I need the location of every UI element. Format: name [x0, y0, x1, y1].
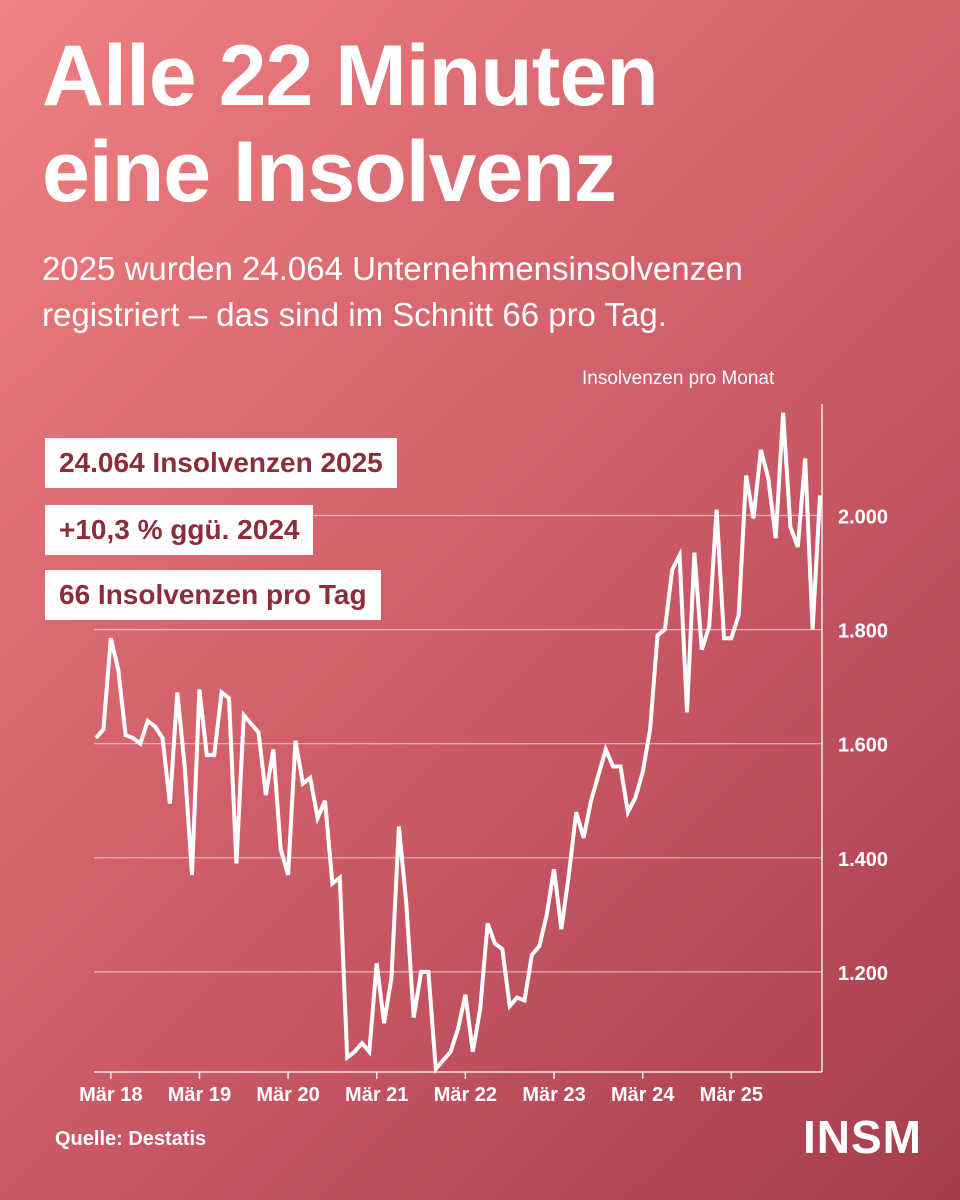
stat-total-2025: 24.064 Insolvenzen 2025 [45, 438, 397, 488]
subtitle: 2025 wurden 24.064 Unternehmensinsolvenz… [42, 246, 942, 338]
stat-change-vs-2024: +10,3 % ggü. 2024 [45, 505, 314, 555]
page-title: Alle 22 Minuten eine Insolvenz [42, 28, 922, 220]
x-tick-label: Mär 19 [168, 1084, 231, 1106]
title-line-1: Alle 22 Minuten [42, 28, 659, 124]
stat-per-day: 66 Insolvenzen pro Tag [45, 570, 381, 620]
x-tick-label: Mär 24 [611, 1084, 675, 1106]
x-tick-label: Mär 22 [434, 1084, 497, 1106]
y-tick-label: 2.000 [838, 507, 888, 529]
x-tick-label: Mär 23 [522, 1084, 585, 1106]
source-note: Quelle: Destatis [55, 1128, 207, 1150]
title-line-2: eine Insolvenz [42, 124, 617, 220]
x-tick-label: Mär 25 [700, 1084, 763, 1106]
y-tick-label: 1.400 [838, 849, 888, 871]
subtitle-line-1: 2025 wurden 24.064 Unternehmensinsolvenz… [42, 250, 743, 287]
x-tick-label: Mär 20 [256, 1084, 319, 1106]
subtitle-line-2: registriert – das sind im Schnitt 66 pro… [42, 296, 667, 333]
y-tick-label: 1.800 [838, 621, 888, 643]
x-tick-label: Mär 21 [345, 1084, 408, 1106]
y-tick-label: 1.200 [838, 963, 888, 985]
x-tick-labels: Mär 18 Mär 19 Mär 20 Mär 21 Mär 22 Mär 23 Mär … [79, 1084, 763, 1106]
axes [94, 404, 823, 1079]
y-tick-labels: 1.200 1.400 1.600 1.800 2.000 [838, 507, 888, 985]
series-line-layer [94, 412, 822, 1074]
y-axis-label: Insolvenzen pro Monat [582, 368, 775, 389]
x-tick-label: Mär 18 [79, 1084, 142, 1106]
insm-logo: INSM [803, 1111, 922, 1163]
series-line [94, 412, 822, 1074]
y-tick-label: 1.600 [838, 735, 888, 757]
